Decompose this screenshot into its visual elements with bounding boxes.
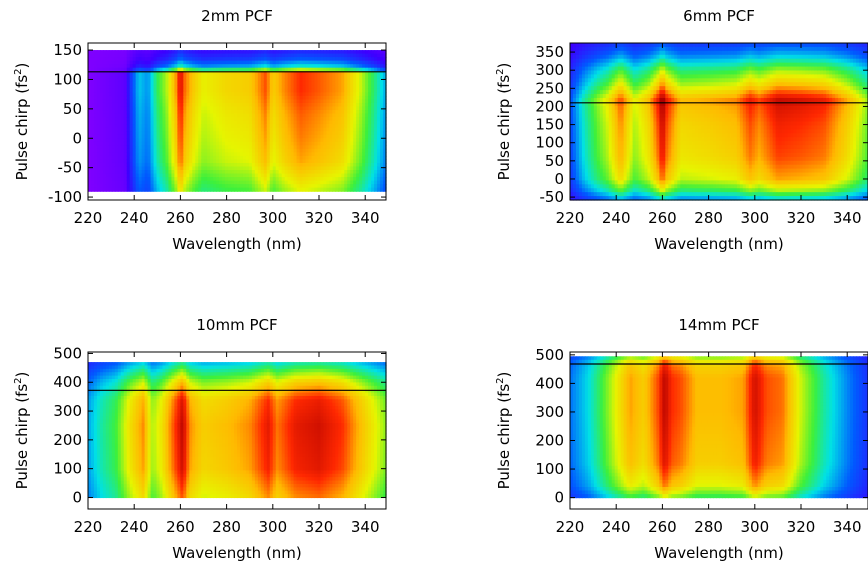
x-tick-label: 340: [351, 209, 380, 227]
y-tick-label: -100: [48, 188, 82, 206]
x-tick-label: 300: [258, 209, 287, 227]
x-axis-label: Wavelength (nm): [172, 235, 302, 253]
x-tick-label: 220: [74, 209, 103, 227]
y-axis-label-main: Pulse chirp (fs: [13, 75, 31, 181]
chart-title: 2mm PCF: [201, 7, 273, 25]
heatmap-cells: [570, 43, 868, 201]
y-axis-label-end: ): [13, 63, 31, 69]
y-tick-label: 100: [53, 70, 82, 88]
y-axis-label: Pulse chirp (fs2): [13, 63, 31, 181]
y-tick-label: 150: [53, 41, 82, 59]
x-tick-label: 260: [166, 209, 195, 227]
x-tick-label: 240: [120, 209, 149, 227]
x-tick-label: 280: [212, 209, 241, 227]
y-tick-label: 50: [63, 100, 82, 118]
y-tick-label: -50: [58, 159, 83, 177]
y-tick-label: 0: [72, 129, 82, 147]
x-tick-label: 320: [305, 209, 334, 227]
heatmap-panel-1: 220 240 260 280 300 320 340 -100 -50 0 50 100 150 2mm…: [13, 7, 387, 253]
